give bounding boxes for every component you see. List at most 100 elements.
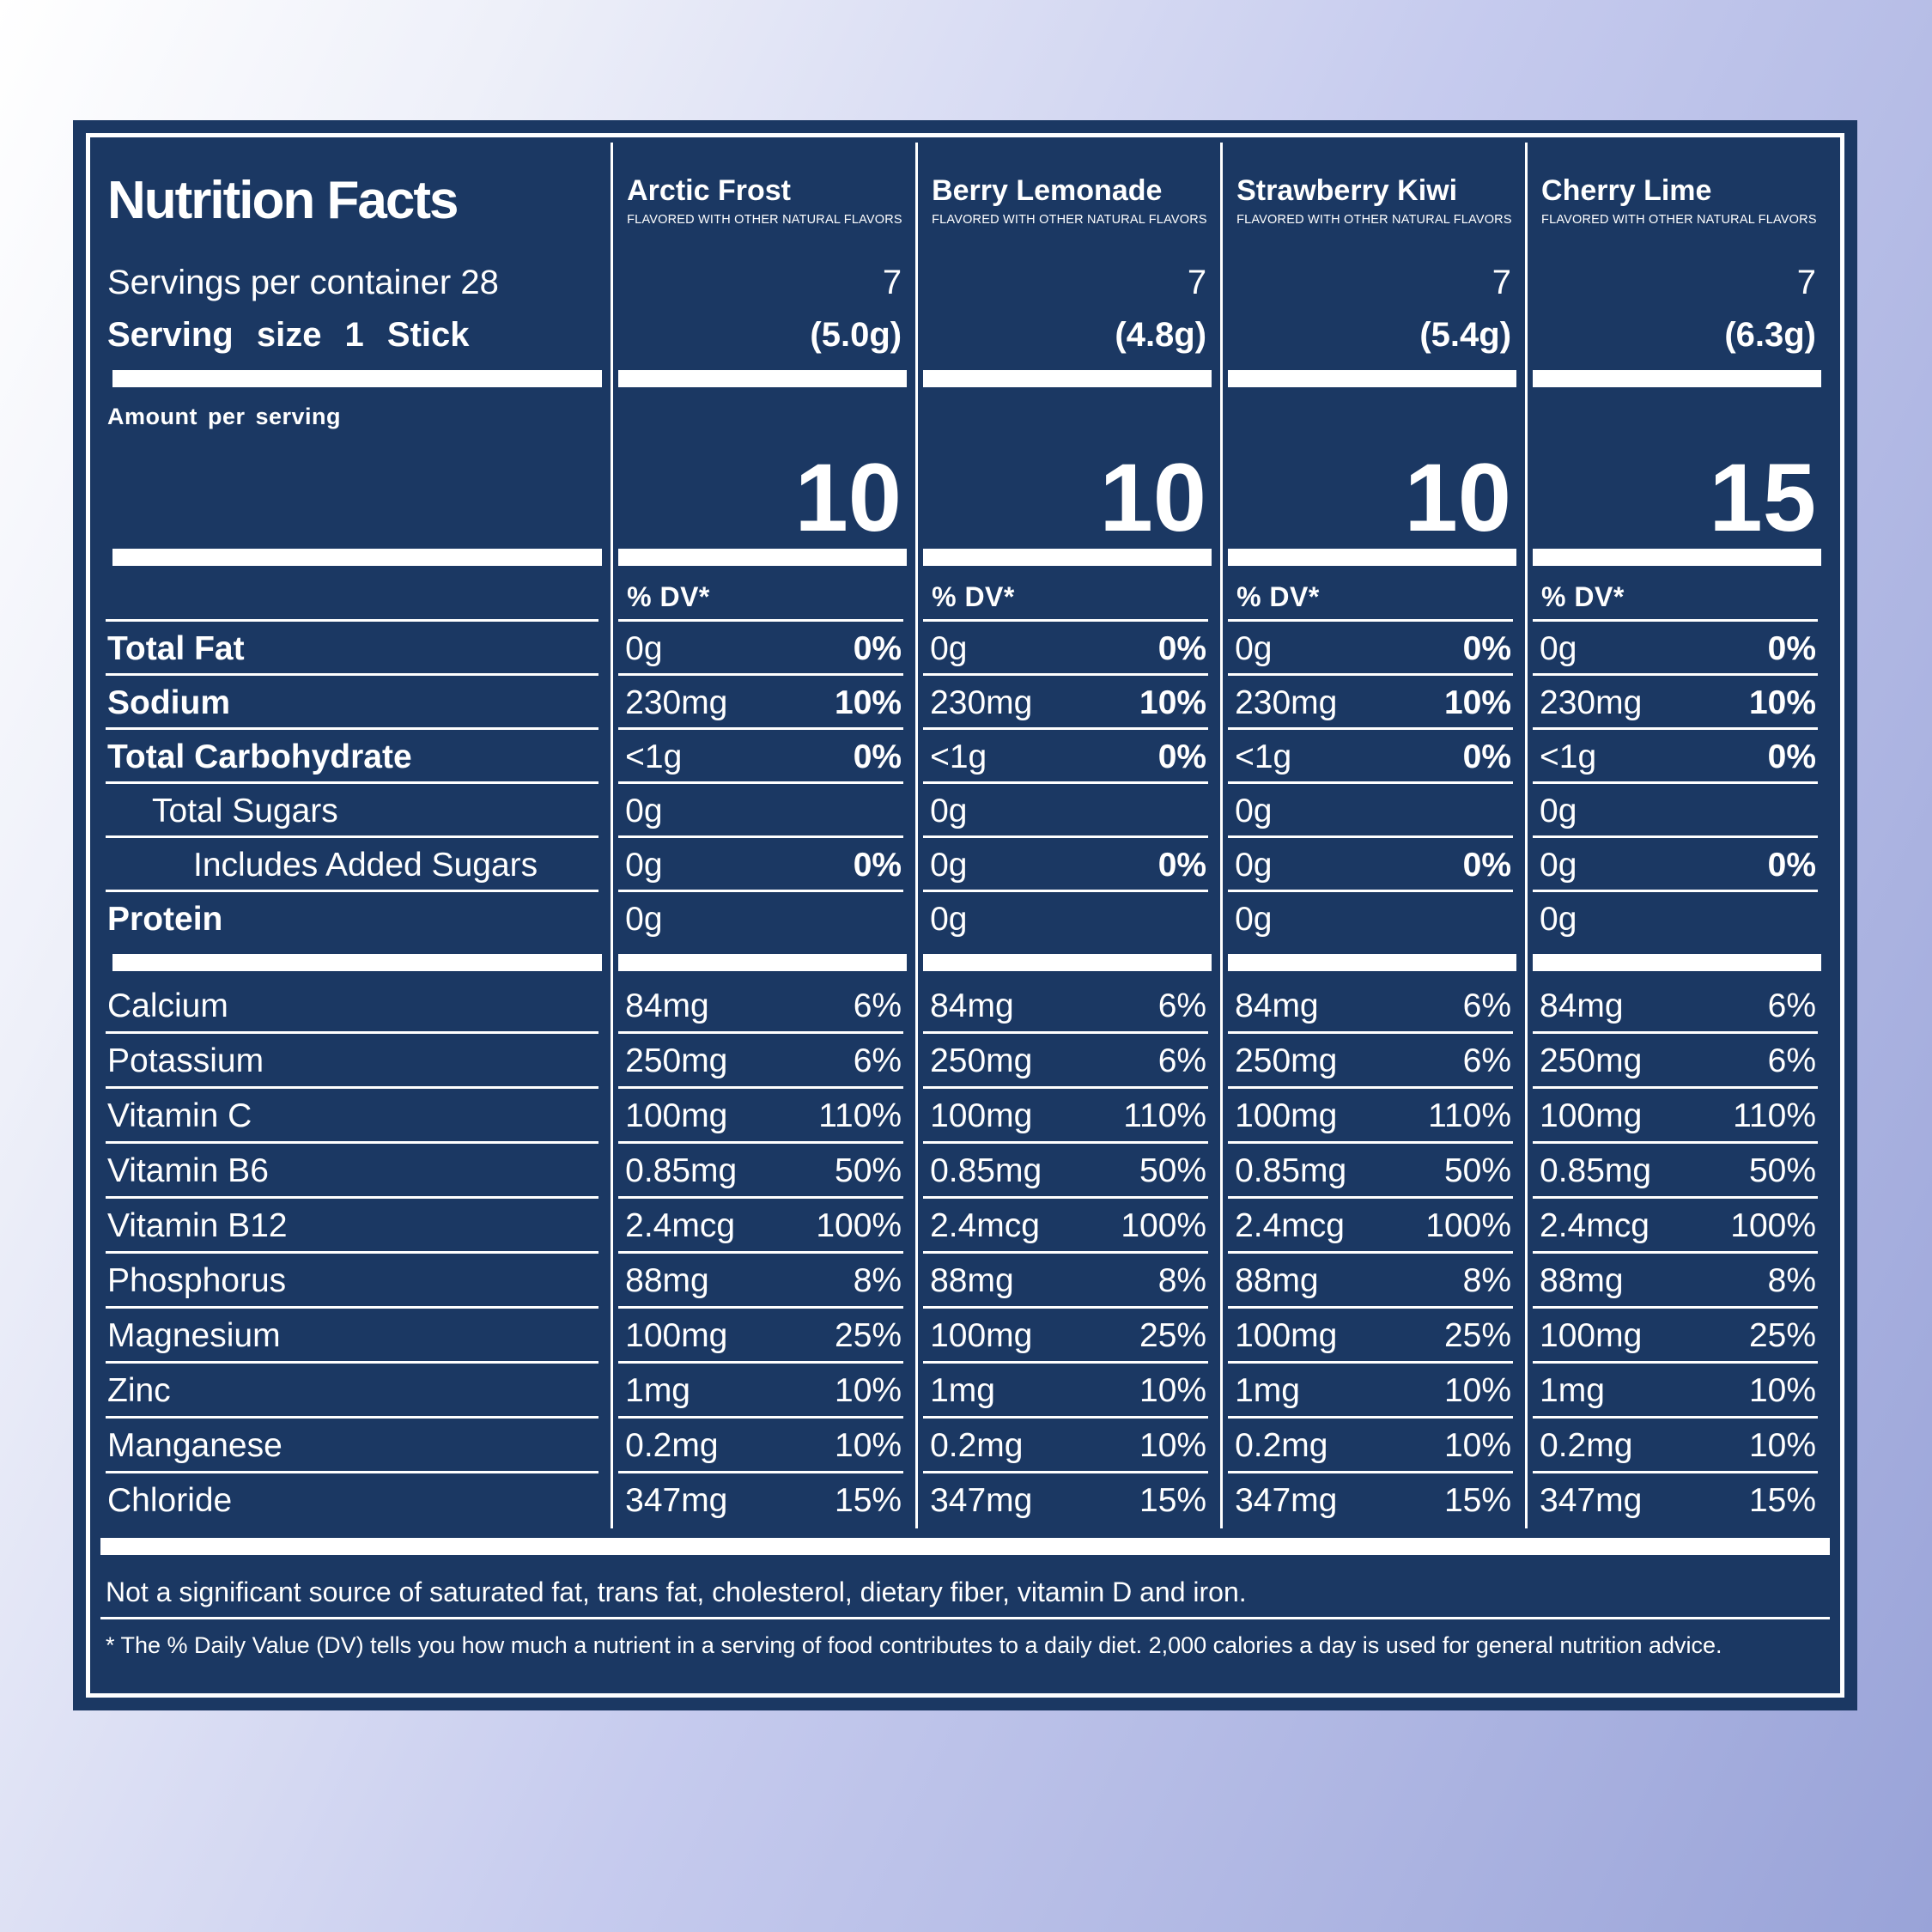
micronutrient-dv: 50% xyxy=(1443,1152,1512,1189)
micronutrient-dv: 50% xyxy=(1139,1152,1207,1189)
micronutrient-amount: 0.85mg xyxy=(1540,1152,1652,1189)
dv-header-berry-lemonade: % DV* xyxy=(915,572,1220,622)
servings-count-value: 7 xyxy=(1796,263,1816,301)
nutrition-facts-panel: Nutrition Facts Arctic Frost FLAVORED WITH… xyxy=(73,120,1857,1710)
micronutrient-dv: 15% xyxy=(1139,1482,1207,1519)
nutrient-amount: 0g xyxy=(1540,846,1577,884)
micronutrient-label: Chloride xyxy=(107,1482,233,1519)
dv-header-spacer xyxy=(100,572,611,622)
dv-column-header: % DV* xyxy=(932,580,1015,612)
micronutrient-amount: 0.85mg xyxy=(1235,1152,1347,1189)
micronutrient-row-magnesium-label: Magnesium xyxy=(100,1309,611,1364)
nutrient-label: Sodium xyxy=(107,683,230,721)
micronutrient-dv: 110% xyxy=(818,1097,902,1134)
micronutrient-dv: 8% xyxy=(1157,1262,1207,1299)
servings-count-berry-lemonade: 7 xyxy=(915,258,1220,307)
footnote-not-significant: Not a significant source of saturated fa… xyxy=(100,1564,1830,1619)
nutrient-amount: 0g xyxy=(625,846,663,884)
micronutrient-row-magnesium-berry-lemonade: 100mg 25% xyxy=(915,1309,1220,1364)
micronutrient-amount: 88mg xyxy=(1235,1262,1319,1299)
micronutrient-label: Phosphorus xyxy=(107,1262,287,1299)
micronutrient-amount: 88mg xyxy=(930,1262,1014,1299)
calories-berry-lemonade: 10 xyxy=(915,395,1220,546)
micronutrient-dv: 10% xyxy=(1443,1372,1512,1409)
panel-title-cell: Nutrition Facts xyxy=(100,143,611,258)
separator-bar xyxy=(1228,370,1517,387)
dv-header-strawberry-kiwi: % DV* xyxy=(1220,572,1525,622)
micronutrient-amount: 2.4mcg xyxy=(930,1207,1040,1244)
micronutrient-amount: 100mg xyxy=(625,1097,728,1134)
nutrient-row-protein-arctic-frost: 0g xyxy=(611,892,915,946)
micronutrient-row-manganese-berry-lemonade: 0.2mg 10% xyxy=(915,1419,1220,1473)
micronutrient-row-vitamin-b6-arctic-frost: 0.85mg 50% xyxy=(611,1144,915,1199)
nutrient-row-total-carbohydrate-cherry-lime: <1g 0% xyxy=(1525,730,1830,784)
micronutrient-row-calcium-cherry-lime: 84mg 6% xyxy=(1525,979,1830,1034)
micronutrient-dv: 6% xyxy=(1157,987,1207,1024)
flavor-name: Cherry Lime xyxy=(1541,173,1712,207)
nutrient-amount: <1g xyxy=(930,738,987,775)
nutrient-dv: 0% xyxy=(1157,846,1207,884)
nutrient-amount: 0g xyxy=(625,629,663,667)
micronutrient-dv: 25% xyxy=(1443,1317,1512,1354)
nutrient-row-includes-added-sugars-strawberry-kiwi: 0g 0% xyxy=(1220,838,1525,892)
serving-size-berry-lemonade: (4.8g) xyxy=(915,307,1220,362)
nutrient-row-total-carbohydrate-arctic-frost: <1g 0% xyxy=(611,730,915,784)
nutrient-dv: 0% xyxy=(1462,846,1512,884)
serving-size-cell: Serving size 1 Stick xyxy=(100,307,611,362)
separator-bar-cell xyxy=(1220,946,1525,979)
nutrient-row-includes-added-sugars-berry-lemonade: 0g 0% xyxy=(915,838,1220,892)
nutrient-amount: 0g xyxy=(930,900,968,938)
micronutrient-dv: 100% xyxy=(1425,1207,1512,1244)
servings-count-value: 7 xyxy=(882,263,902,301)
nutrient-row-total-fat-strawberry-kiwi: 0g 0% xyxy=(1220,622,1525,676)
nutrient-amount: 0g xyxy=(1235,846,1273,884)
nutrient-amount: 230mg xyxy=(625,683,728,721)
micronutrient-amount: 1mg xyxy=(1540,1372,1605,1409)
flavor-tagline: FLAVORED WITH OTHER NATURAL FLAVORS xyxy=(1541,212,1817,227)
micronutrient-label: Vitamin B6 xyxy=(107,1152,269,1189)
micronutrient-amount: 84mg xyxy=(625,987,709,1024)
micronutrient-row-phosphorus-label: Phosphorus xyxy=(100,1254,611,1309)
nutrient-row-sodium-arctic-frost: 230mg 10% xyxy=(611,676,915,730)
micronutrient-dv: 25% xyxy=(835,1317,902,1354)
nutrient-label: Total Fat xyxy=(107,629,245,667)
dv-column-header: % DV* xyxy=(627,580,710,612)
servings-count-strawberry-kiwi: 7 xyxy=(1220,258,1525,307)
micronutrient-row-manganese-arctic-frost: 0.2mg 10% xyxy=(611,1419,915,1473)
nutrient-amount: 0g xyxy=(1540,792,1577,829)
micronutrient-amount: 100mg xyxy=(1540,1317,1643,1354)
micronutrient-dv: 6% xyxy=(1462,1042,1512,1079)
nutrient-amount: 0g xyxy=(1235,792,1273,829)
micronutrient-row-chloride-berry-lemonade: 347mg 15% xyxy=(915,1473,1220,1528)
nutrient-amount: 0g xyxy=(1235,629,1273,667)
separator-bar-cell xyxy=(1525,543,1830,572)
full-separator-cell xyxy=(100,1528,1830,1564)
micronutrient-amount: 250mg xyxy=(930,1042,1033,1079)
micronutrient-label: Calcium xyxy=(107,987,228,1024)
serving-size-cherry-lime: (6.3g) xyxy=(1525,307,1830,362)
nutrient-row-total-sugars-berry-lemonade: 0g xyxy=(915,784,1220,838)
nutrient-row-includes-added-sugars-label: Includes Added Sugars xyxy=(100,838,611,892)
micronutrient-dv: 6% xyxy=(1157,1042,1207,1079)
micronutrient-row-vitamin-b6-strawberry-kiwi: 0.85mg 50% xyxy=(1220,1144,1525,1199)
micronutrient-row-phosphorus-strawberry-kiwi: 88mg 8% xyxy=(1220,1254,1525,1309)
nutrient-label: Total Sugars xyxy=(152,792,338,829)
micronutrient-dv: 15% xyxy=(1443,1482,1512,1519)
micronutrient-label: Vitamin B12 xyxy=(107,1207,288,1244)
micronutrient-amount: 0.2mg xyxy=(1540,1427,1633,1464)
micronutrient-label: Manganese xyxy=(107,1427,283,1464)
nutrient-amount: <1g xyxy=(1235,738,1292,775)
nutrient-row-total-carbohydrate-label: Total Carbohydrate xyxy=(100,730,611,784)
micronutrient-row-manganese-strawberry-kiwi: 0.2mg 10% xyxy=(1220,1419,1525,1473)
micronutrient-row-calcium-berry-lemonade: 84mg 6% xyxy=(915,979,1220,1034)
micronutrient-row-zinc-arctic-frost: 1mg 10% xyxy=(611,1364,915,1419)
serving-size-strawberry-kiwi: (5.4g) xyxy=(1220,307,1525,362)
micronutrient-row-manganese-cherry-lime: 0.2mg 10% xyxy=(1525,1419,1830,1473)
nutrient-amount: 0g xyxy=(1540,629,1577,667)
footnote-daily-value: * The % Daily Value (DV) tells you how m… xyxy=(100,1619,1830,1671)
micronutrient-dv: 6% xyxy=(1462,987,1512,1024)
separator-bar-cell xyxy=(611,362,915,395)
flavor-tagline: FLAVORED WITH OTHER NATURAL FLAVORS xyxy=(627,212,902,227)
dv-column-header: % DV* xyxy=(1541,580,1625,612)
micronutrient-row-calcium-strawberry-kiwi: 84mg 6% xyxy=(1220,979,1525,1034)
